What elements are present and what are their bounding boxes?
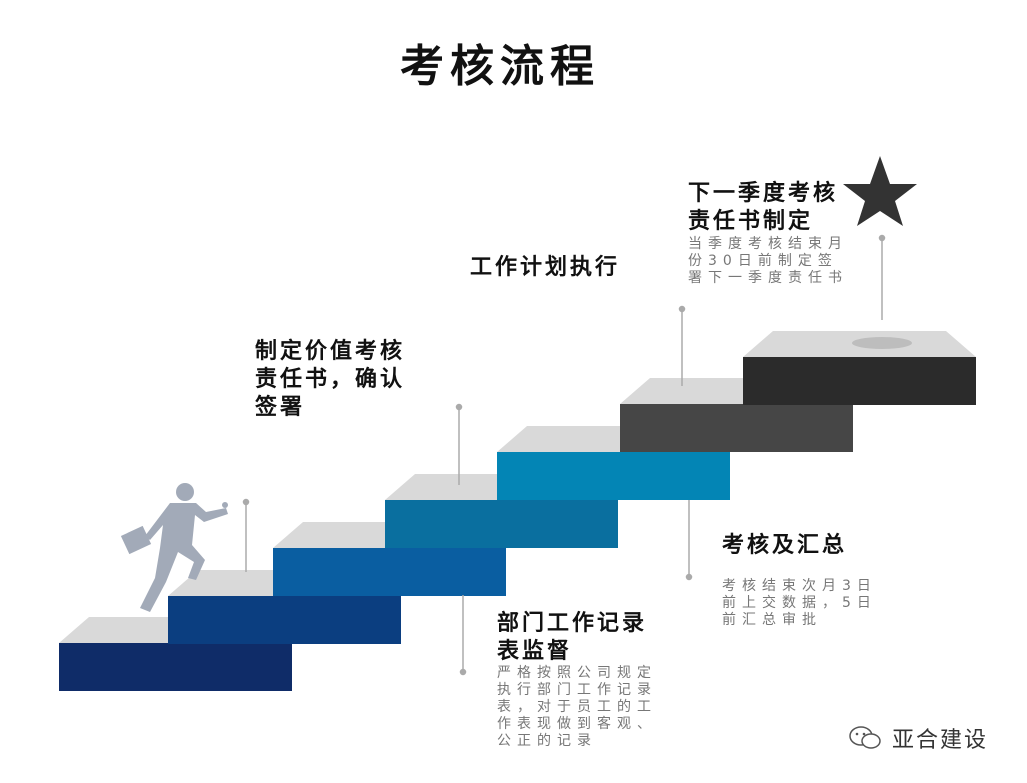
desc-supervise: 严格按照公司规定执行部门工作记录表，对于员工的工作表现做到客观、公正的记录 xyxy=(497,665,657,749)
step-front-4 xyxy=(385,500,618,548)
connector-dot xyxy=(455,403,463,411)
star-icon xyxy=(843,156,917,226)
connector-dot xyxy=(242,498,250,506)
connector-dot xyxy=(878,234,886,242)
wechat-icon xyxy=(849,726,881,749)
step-front-6 xyxy=(620,404,853,452)
desc-next-quarter: 当季度考核结束月份30日前制定签署下一季度责任书 xyxy=(688,236,848,286)
label-next-quarter: 下一季度考核 责任书制定 xyxy=(688,181,839,234)
watermark: 亚合建设 xyxy=(848,722,988,754)
label-summary: 考核及汇总 xyxy=(722,533,848,558)
connector-dot xyxy=(685,573,693,581)
step-front-3 xyxy=(273,548,506,596)
star-shadow xyxy=(852,337,912,349)
connector-dot xyxy=(459,668,467,676)
page-title: 考核流程 xyxy=(400,41,600,92)
desc-summary: 考核结束次月3日前上交数据，5日前汇总审批 xyxy=(722,578,877,628)
running-businessman-icon xyxy=(120,483,228,612)
step-front-2 xyxy=(168,596,401,644)
step-front-5 xyxy=(497,452,730,500)
step-front-7 xyxy=(743,357,976,405)
label-supervise: 部门工作记录 表监督 xyxy=(497,611,648,664)
connector-dot xyxy=(678,305,686,313)
label-sign-responsibility: 制定价值考核 责任书，确认 签署 xyxy=(255,339,406,420)
watermark-text: 亚合建设 xyxy=(892,728,989,753)
label-plan-execution: 工作计划执行 xyxy=(470,255,621,280)
step-front-1 xyxy=(59,643,292,691)
